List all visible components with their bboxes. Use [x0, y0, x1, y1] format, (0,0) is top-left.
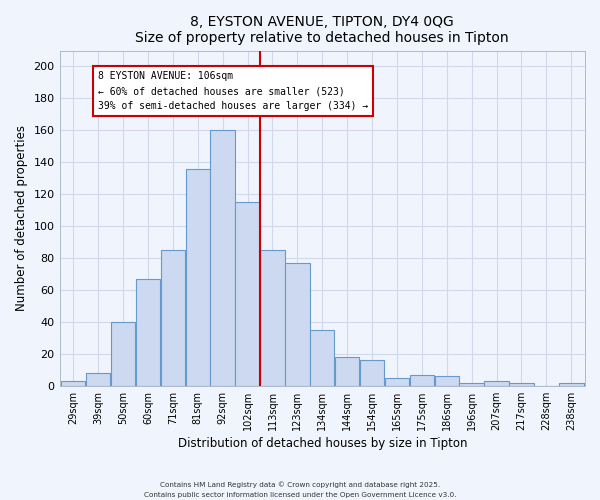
Bar [509, 382, 533, 386]
Bar [136, 279, 160, 386]
Bar [434, 376, 459, 386]
Bar [385, 378, 409, 386]
Title: 8, EYSTON AVENUE, TIPTON, DY4 0QG
Size of property relative to detached houses i: 8, EYSTON AVENUE, TIPTON, DY4 0QG Size o… [136, 15, 509, 45]
Bar [185, 168, 210, 386]
Bar [460, 382, 484, 386]
Bar [335, 357, 359, 386]
Bar [410, 374, 434, 386]
Bar [260, 250, 284, 386]
Bar [360, 360, 384, 386]
Text: 8 EYSTON AVENUE: 106sqm
← 60% of detached houses are smaller (523)
39% of semi-d: 8 EYSTON AVENUE: 106sqm ← 60% of detache… [98, 72, 368, 111]
Bar [111, 322, 135, 386]
Bar [211, 130, 235, 386]
Text: Contains HM Land Registry data © Crown copyright and database right 2025.
Contai: Contains HM Land Registry data © Crown c… [144, 482, 456, 498]
X-axis label: Distribution of detached houses by size in Tipton: Distribution of detached houses by size … [178, 437, 467, 450]
Bar [285, 263, 310, 386]
Bar [235, 202, 260, 386]
Bar [484, 381, 509, 386]
Bar [61, 381, 85, 386]
Bar [559, 382, 584, 386]
Bar [86, 373, 110, 386]
Bar [161, 250, 185, 386]
Y-axis label: Number of detached properties: Number of detached properties [15, 125, 28, 311]
Bar [310, 330, 334, 386]
